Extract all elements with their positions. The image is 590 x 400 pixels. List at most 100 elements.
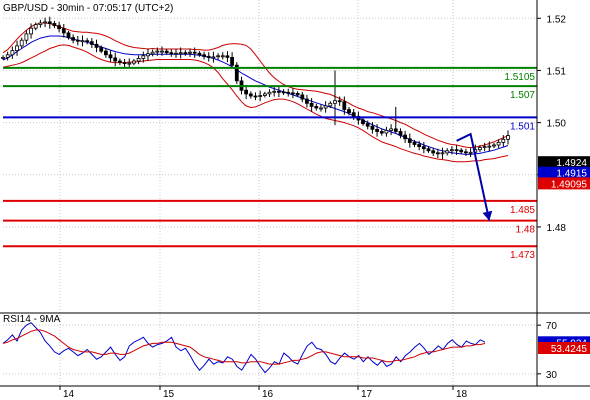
candle-body (202, 54, 207, 57)
x-tick-label: 18 (456, 389, 468, 400)
candle-body (258, 95, 263, 97)
candle-body (183, 52, 188, 55)
candle-body (94, 43, 99, 48)
candle-body (118, 60, 122, 64)
level-label: 1.48 (516, 225, 536, 236)
candle-body (66, 32, 71, 39)
candle-body (445, 150, 450, 154)
rsi-tag-label: 53.4245 (551, 344, 588, 355)
candle-body (426, 148, 431, 152)
candle-body (85, 40, 90, 43)
price-tag-label: 1.4915 (556, 169, 587, 180)
candle-body (80, 40, 85, 43)
rsi-ma-line (2, 329, 486, 365)
candle-body (192, 51, 197, 54)
candle-body (75, 39, 80, 42)
price-tag-bg (538, 177, 590, 190)
candle-body (234, 64, 239, 82)
rsi-title: RSI14 - 9MA (3, 314, 61, 325)
price-tag-label: 1.49095 (551, 179, 588, 190)
grid (3, 0, 537, 386)
candle-body (262, 93, 267, 96)
y-tick-label: 1.48 (547, 223, 567, 234)
candle-body (375, 128, 380, 132)
rsi-tag-bg (538, 342, 590, 354)
candle-body (300, 94, 305, 100)
candle-body (211, 56, 216, 59)
candle-body (309, 102, 314, 107)
level-label: 1.485 (510, 205, 535, 216)
y-tick-label: 1.52 (547, 14, 567, 25)
candle-body (477, 147, 482, 151)
x-tick-label: 16 (262, 389, 274, 400)
candle-body (19, 39, 24, 47)
candle-body (24, 33, 29, 41)
candle-body (230, 57, 235, 66)
candle-body (323, 105, 328, 109)
rsi-panel (0, 312, 590, 374)
candle-body (407, 138, 412, 143)
candle-body (361, 119, 365, 125)
candle-body (403, 134, 408, 140)
candle-body (463, 151, 468, 154)
projection-arrowhead (482, 210, 493, 221)
candle-body (220, 55, 225, 58)
candle-body (440, 152, 445, 155)
candle-body (253, 95, 258, 98)
candle-body (57, 25, 61, 30)
candle-body (304, 98, 309, 104)
chart-title: GBP/USD - 30min - 07:05:17 (UTC+2) (3, 3, 173, 14)
candles (1, 16, 510, 160)
candle-body (370, 125, 375, 130)
candle-body (188, 51, 192, 54)
candle-body (454, 149, 459, 152)
candle-body (459, 149, 464, 153)
candle-body (155, 50, 160, 53)
candle-body (281, 91, 286, 94)
rsi-y-tick-label: 30 (546, 370, 558, 381)
candle-body (286, 91, 291, 94)
candle-body (1, 57, 5, 59)
candle-body (351, 112, 356, 117)
candle-body (43, 21, 47, 24)
candle-body (333, 100, 337, 104)
candle-body (290, 92, 295, 95)
level-label: 1.5105 (504, 72, 535, 83)
candle-body (131, 60, 136, 64)
candle-body (89, 41, 94, 45)
x-tick-label: 17 (361, 389, 373, 400)
candle-body (276, 90, 281, 93)
candle-body (487, 145, 492, 148)
candle-body (501, 138, 506, 143)
candle-body (160, 50, 164, 53)
bollinger-lower (2, 44, 509, 163)
candle-body (146, 53, 150, 57)
candle-body (104, 50, 108, 56)
candle-body (496, 141, 501, 146)
rsi-y-tick-label: 70 (546, 321, 558, 332)
candle-body (449, 149, 454, 152)
candle-body (393, 128, 398, 132)
candle-body (5, 54, 10, 58)
candle-body (71, 37, 75, 41)
candle-body (164, 50, 169, 54)
candle-body (108, 54, 113, 59)
candle-body (61, 28, 66, 34)
candle-body (412, 141, 417, 145)
bollinger-upper (2, 22, 509, 149)
candle-body (141, 55, 146, 59)
bollinger-bands (2, 22, 509, 163)
candle-body (113, 57, 118, 62)
candle-body (52, 23, 57, 26)
x-tick-label: 15 (163, 389, 175, 400)
candle-body (398, 131, 403, 136)
candle-body (417, 144, 422, 147)
candle-body (197, 52, 202, 56)
candle-body (319, 107, 323, 110)
price-tag-bg (538, 156, 590, 169)
candle-body (267, 91, 272, 95)
candle-body (384, 129, 389, 134)
projection-path (456, 132, 491, 221)
levels: 1.5105 1.507 1.501 1.485 1.48 1.473 (3, 66, 537, 261)
